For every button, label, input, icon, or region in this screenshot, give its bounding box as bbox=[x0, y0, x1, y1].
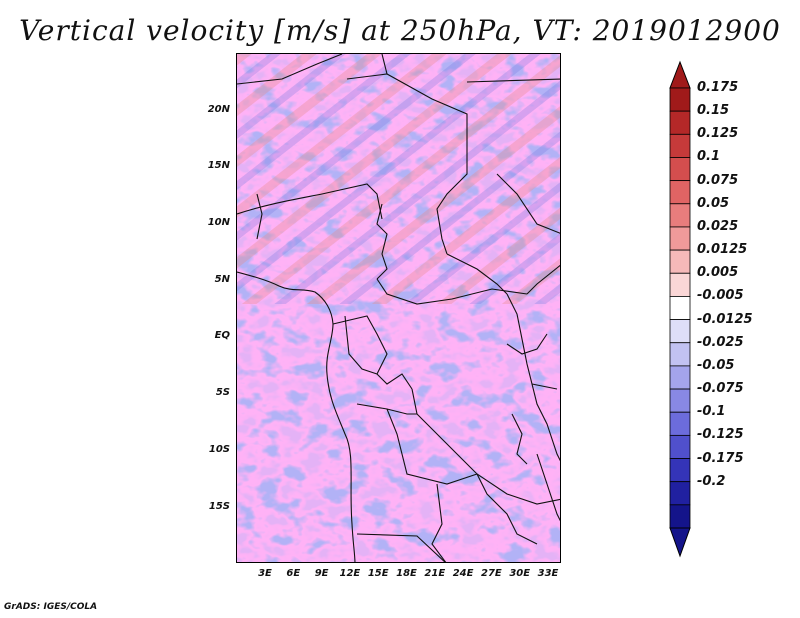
velocity-streaks bbox=[237, 54, 560, 304]
colorbar-label: 0.075 bbox=[697, 172, 739, 188]
colorbar-segment bbox=[669, 180, 691, 205]
colorbar-segment bbox=[669, 388, 691, 413]
colorbar-segment bbox=[669, 272, 691, 297]
colorbar-segment bbox=[669, 133, 691, 158]
lat-tick-label: 5N bbox=[214, 274, 230, 285]
colorbar-label: 0.175 bbox=[697, 80, 739, 95]
lat-tick-label: 10S bbox=[208, 444, 230, 455]
colorbar-segment bbox=[669, 319, 691, 344]
country-borders bbox=[237, 54, 560, 562]
colorbar-min-arrow bbox=[669, 527, 691, 558]
lat-tick-label: 10N bbox=[207, 217, 230, 228]
lon-tick-label: 18E bbox=[396, 568, 417, 579]
colorbar-segment bbox=[669, 157, 691, 182]
lat-tick-label: 5S bbox=[215, 387, 230, 398]
lon-tick-label: 30E bbox=[509, 568, 531, 579]
colorbar-segment bbox=[669, 226, 691, 251]
lon-tick-label: 24E bbox=[452, 568, 474, 579]
lon-tick-label: 15E bbox=[367, 568, 389, 579]
colorbar-label: 0.025 bbox=[697, 218, 739, 234]
colorbar-segment bbox=[669, 110, 691, 135]
lon-tick-label: 12E bbox=[339, 568, 361, 579]
colorbar-label: 0.1 bbox=[697, 149, 721, 165]
colorbar-label: -0.05 bbox=[697, 357, 735, 373]
colorbar-label: -0.005 bbox=[697, 288, 744, 304]
colorbar bbox=[669, 60, 691, 558]
colorbar-segment bbox=[669, 203, 691, 228]
colorbar-segment bbox=[669, 458, 691, 483]
lon-tick-label: 27E bbox=[481, 568, 502, 579]
lat-tick-label: 20N bbox=[207, 104, 230, 115]
colorbar-label: 0.0125 bbox=[697, 242, 748, 258]
colorbar-label: -0.125 bbox=[697, 427, 744, 443]
colorbar-label: -0.175 bbox=[697, 450, 744, 466]
colorbar-label: -0.025 bbox=[697, 334, 744, 350]
lon-tick-label: 33E bbox=[537, 568, 559, 579]
lat-tick-label: 15N bbox=[207, 160, 230, 171]
lat-tick-label: 15S bbox=[208, 501, 230, 512]
colorbar-label: 0.125 bbox=[697, 126, 739, 142]
colorbar-segment bbox=[669, 504, 691, 529]
lon-tick-label: 9E bbox=[314, 568, 329, 579]
colorbar-segment bbox=[669, 249, 691, 274]
colorbar-label: 0.15 bbox=[697, 103, 730, 119]
colorbar-segment bbox=[669, 411, 691, 436]
map-panel bbox=[236, 53, 561, 563]
colorbar-label: 0.005 bbox=[697, 265, 739, 281]
grads-credit: GrADS: IGES/COLA bbox=[4, 602, 98, 612]
colorbar-label: 0.05 bbox=[697, 195, 730, 211]
lat-tick-label: EQ bbox=[214, 330, 230, 341]
colorbar-segment bbox=[669, 481, 691, 506]
lon-tick-label: 21E bbox=[424, 568, 446, 579]
colorbar-segment bbox=[669, 342, 691, 367]
colorbar-segment bbox=[669, 434, 691, 459]
lon-tick-label: 3E bbox=[258, 568, 272, 579]
colorbar-segment bbox=[669, 87, 691, 112]
map-title: Vertical velocity [m/s] at 250hPa, VT: 2… bbox=[19, 14, 781, 47]
colorbar-label: -0.0125 bbox=[697, 311, 753, 327]
lon-tick-label: 6E bbox=[286, 568, 301, 579]
colorbar-label: -0.1 bbox=[697, 404, 726, 420]
colorbar-max-arrow bbox=[669, 60, 691, 89]
colorbar-label: -0.2 bbox=[697, 473, 726, 489]
colorbar-label: -0.075 bbox=[697, 381, 744, 397]
vertical-velocity-field bbox=[237, 54, 560, 562]
colorbar-segment bbox=[669, 296, 691, 320]
colorbar-segment bbox=[669, 365, 691, 390]
